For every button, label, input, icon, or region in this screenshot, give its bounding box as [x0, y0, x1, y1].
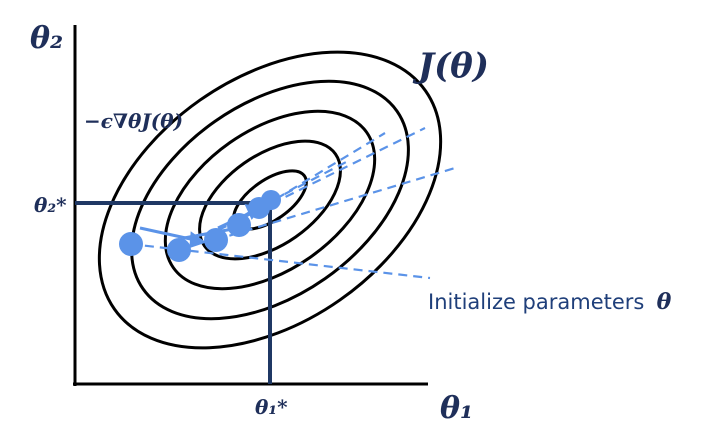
gradient-step-label: −ϵ∇θJ(θ) — [84, 109, 183, 133]
init-symbol: θ — [657, 289, 672, 315]
iterate-points — [119, 190, 281, 262]
contour-ring — [130, 79, 410, 321]
init-text: Initialize parameters — [428, 290, 644, 314]
objective-label: J(θ) — [412, 46, 489, 86]
contour-ring — [163, 109, 377, 291]
iterate-point — [204, 228, 228, 252]
dashed-line — [237, 132, 386, 223]
iterate-point — [227, 213, 251, 237]
theta2-star-label: θ₂* — [34, 193, 67, 217]
iterate-point — [167, 238, 191, 262]
iterate-point — [261, 190, 281, 210]
iterate-point — [119, 232, 143, 256]
contour-ring — [198, 139, 342, 261]
x-axis-label: θ₁ — [440, 391, 473, 426]
theta1-star-label: θ₁* — [255, 395, 288, 419]
y-axis-label: θ₂ — [30, 21, 63, 56]
dashed-line — [214, 166, 456, 242]
init-annotation: Initialize parameters θ — [428, 289, 672, 315]
